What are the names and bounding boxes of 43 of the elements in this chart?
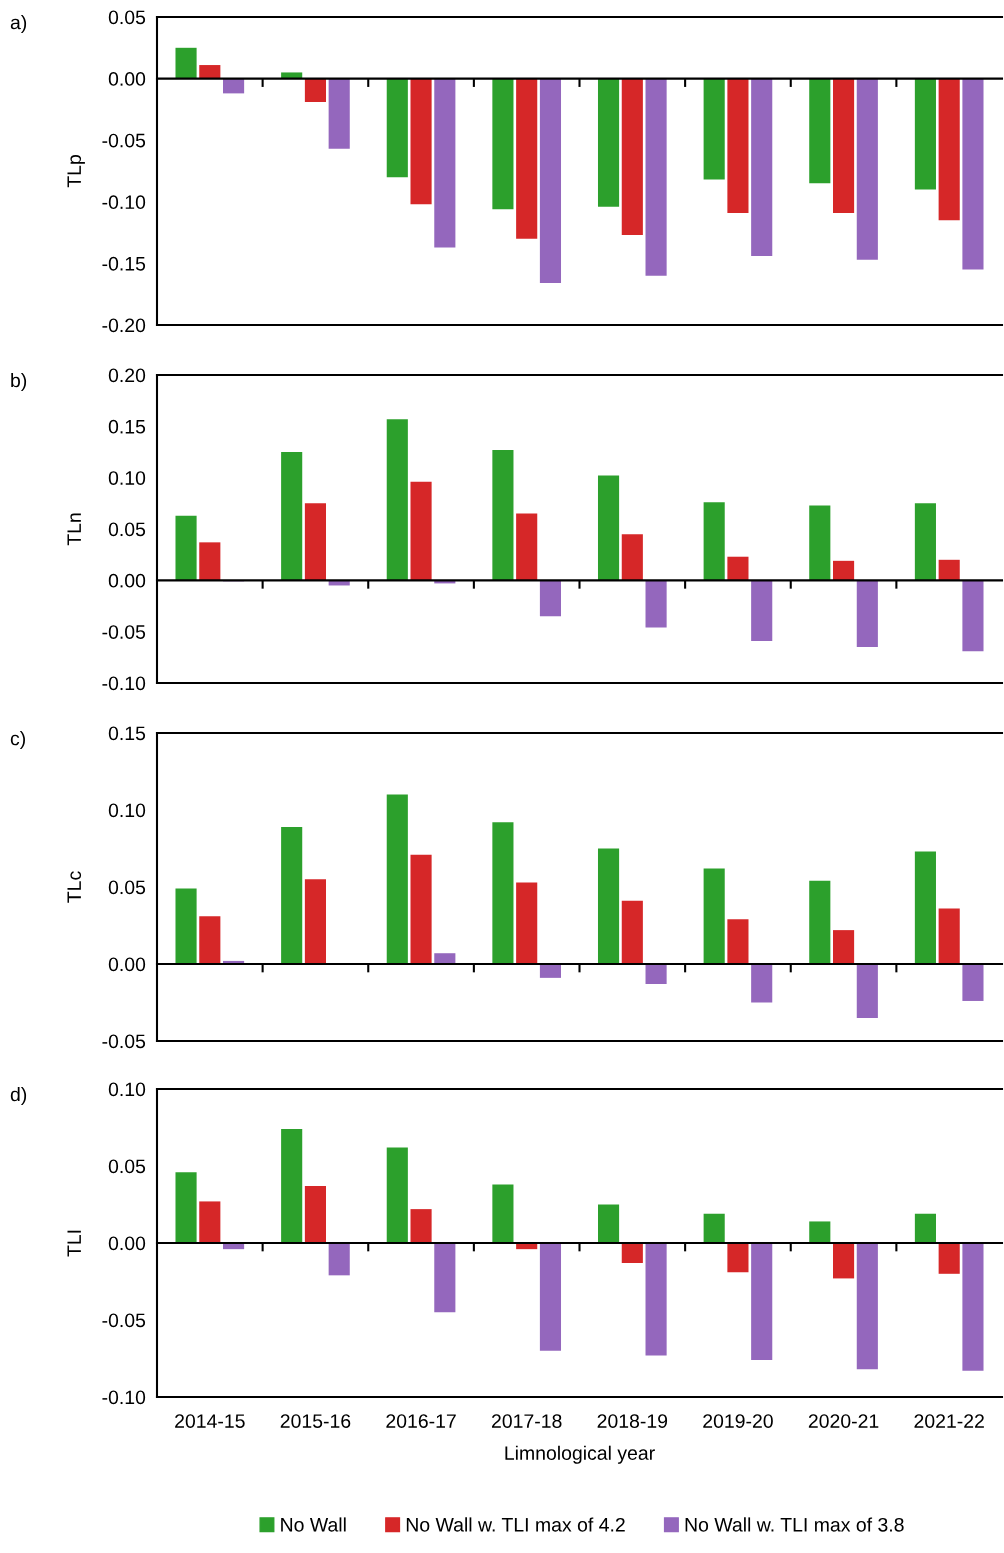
y-tick-label: 0.10 [108, 1082, 146, 1097]
y-axis-title: TLn [67, 513, 81, 546]
chart-title: c) [10, 731, 25, 750]
y-axis-title: TLc [67, 871, 82, 903]
y-tick-label: -0.10 [102, 1390, 146, 1405]
y-tick-label: 0.10 [108, 471, 146, 485]
y-tick-label: -0.05 [102, 625, 146, 639]
y-tick-label: 0.15 [108, 419, 146, 434]
x-tick-label: 2014-15 [175, 1414, 245, 1428]
y-axis-title: TLp [67, 155, 85, 188]
y-tick-label: 0.15 [108, 726, 146, 741]
y-tick-label: 0.05 [108, 1159, 146, 1174]
y-tick-label: -0.10 [102, 676, 146, 691]
y-tick-label: 0.05 [108, 880, 146, 895]
legend-label: No Wall [281, 1517, 346, 1532]
y-axis-title: TLI [67, 1230, 81, 1257]
chart-title: d) [10, 1087, 27, 1106]
x-axis-title: Limnological year [505, 1445, 655, 1464]
y-tick-label: -0.05 [102, 1313, 146, 1328]
y-tick-label: 0.05 [108, 522, 146, 537]
y-tick-label: 0.10 [108, 803, 146, 818]
y-tick-label: 0.00 [108, 957, 146, 972]
chart-title: b) [11, 373, 27, 392]
x-tick-label: 2018-19 [597, 1414, 668, 1428]
y-tick-label: 0.00 [108, 72, 146, 86]
legend-label: No Wall w. TLI max of 3.8 [685, 1517, 904, 1532]
y-tick-label: -0.10 [102, 195, 146, 210]
y-tick-label: -0.15 [102, 256, 146, 271]
chart-title: a) [10, 15, 27, 34]
legend-label: No Wall w. TLI max of 4.2 [406, 1517, 625, 1532]
y-tick-label: 0.00 [108, 573, 146, 588]
x-tick-label: 2019-20 [703, 1414, 773, 1428]
x-tick-label: 2021-22 [914, 1414, 984, 1428]
y-tick-label: 0.00 [108, 1236, 146, 1251]
y-tick-label: -0.05 [102, 1034, 146, 1049]
x-tick-label: 2016-17 [386, 1414, 456, 1428]
x-tick-label: 2020-21 [808, 1414, 879, 1428]
y-tick-label: -0.05 [102, 133, 146, 148]
x-tick-label: 2017-18 [491, 1414, 562, 1428]
x-tick-label: 2015-16 [280, 1414, 351, 1428]
y-tick-label: 0.20 [108, 368, 146, 383]
y-tick-label: -0.20 [102, 318, 146, 333]
y-tick-label: 0.05 [108, 10, 146, 25]
